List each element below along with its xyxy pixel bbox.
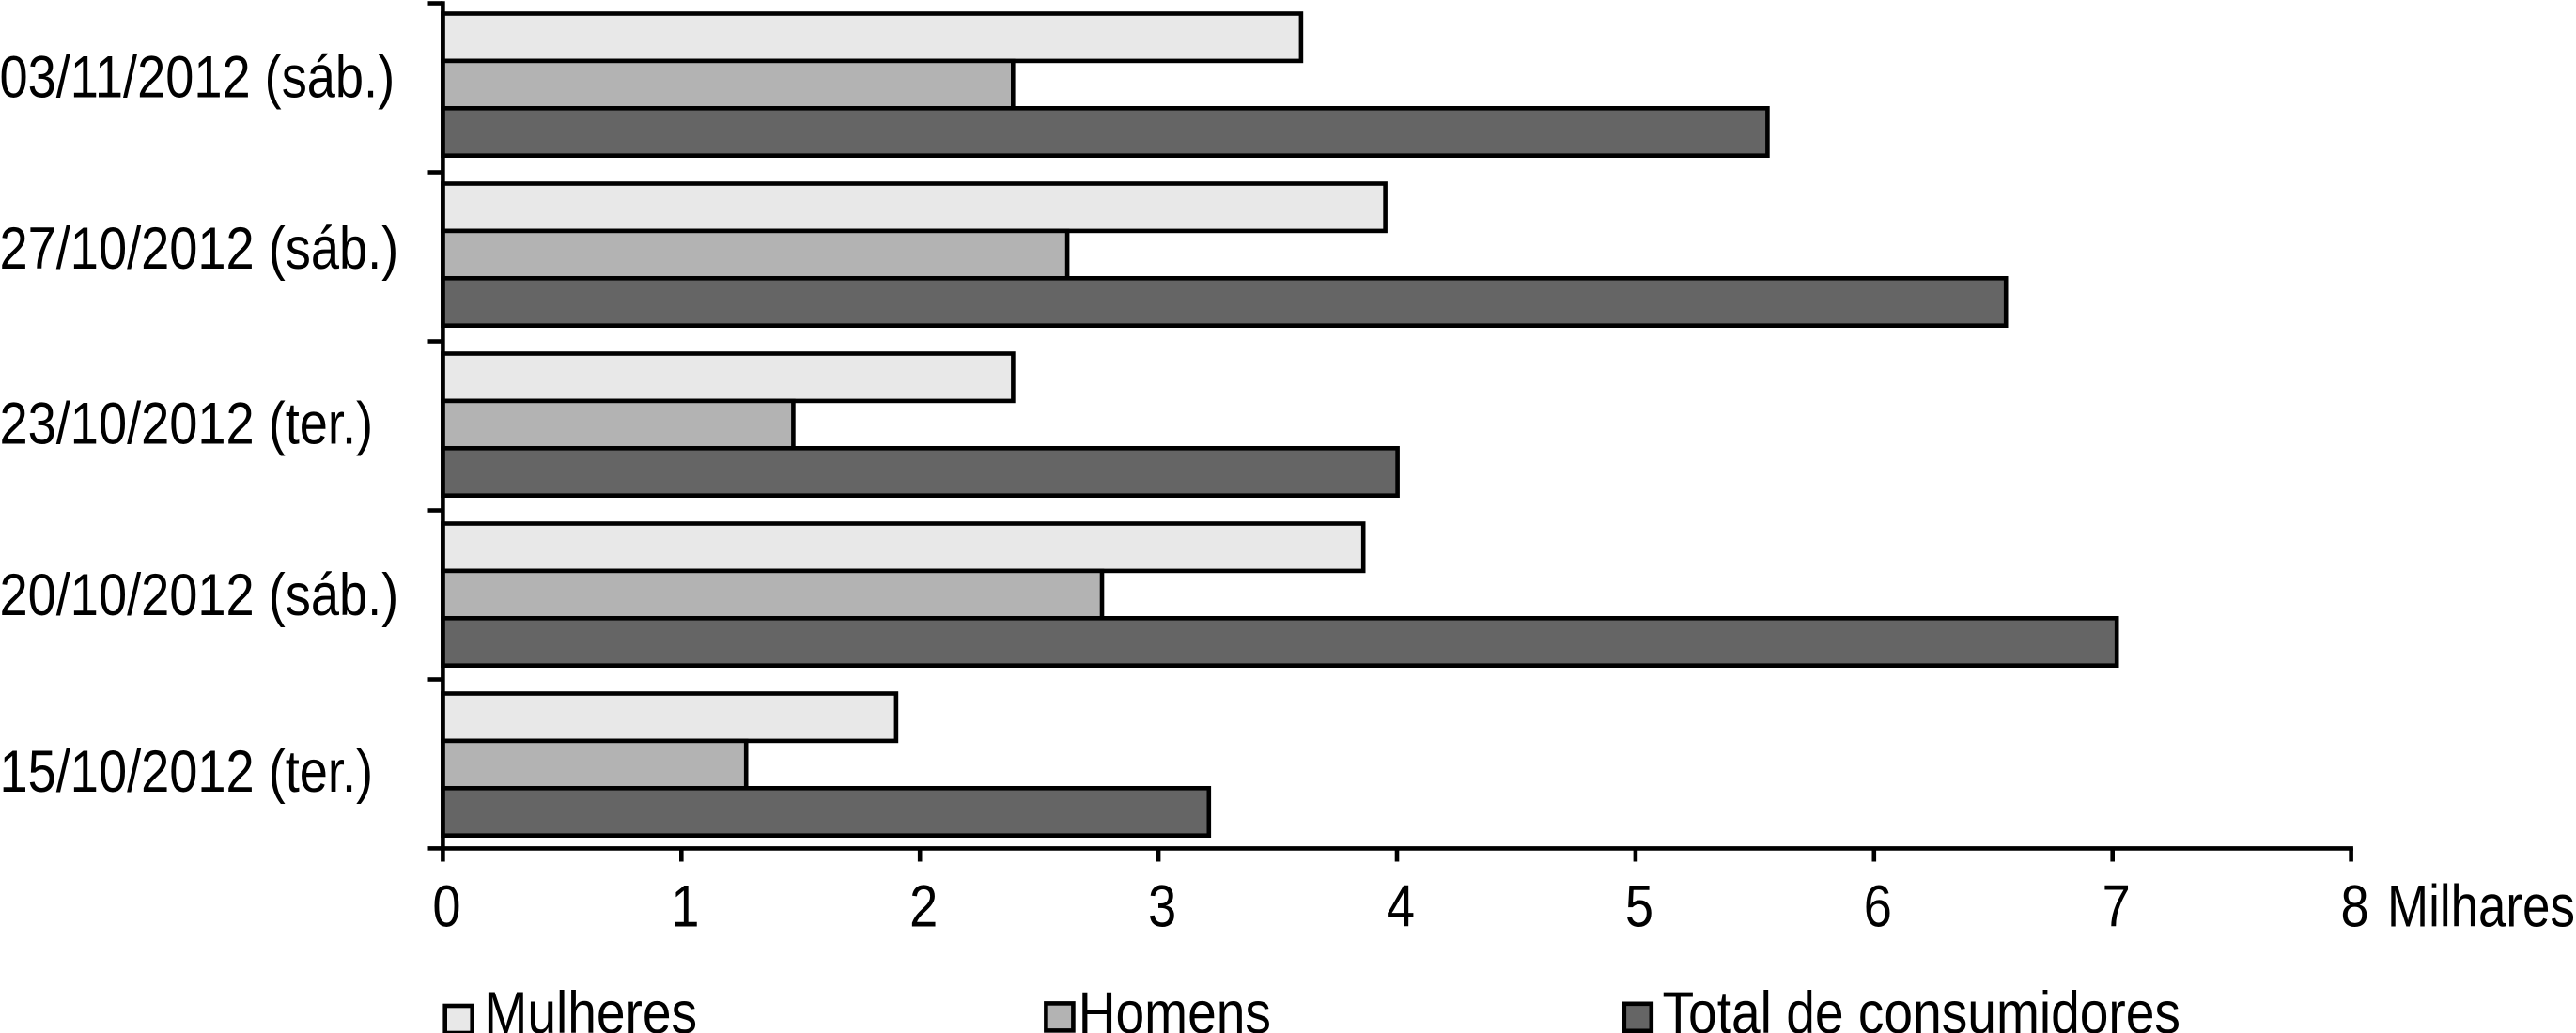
svg-text:7: 7 [2103, 874, 2131, 940]
svg-text:23/10/2012 (ter.): 23/10/2012 (ter.) [0, 392, 373, 457]
svg-text:27/10/2012 (sáb.): 27/10/2012 (sáb.) [0, 216, 398, 282]
svg-text:0: 0 [432, 874, 460, 940]
svg-text:Milhares: Milhares [2387, 873, 2575, 939]
svg-text:Total de consumidores: Total de consumidores [1663, 979, 2180, 1033]
svg-text:3: 3 [1148, 874, 1176, 940]
svg-text:Mulheres: Mulheres [484, 979, 697, 1033]
svg-text:6: 6 [1864, 874, 1892, 940]
svg-text:Homens: Homens [1079, 979, 1271, 1033]
svg-text:4: 4 [1387, 874, 1415, 940]
svg-text:2: 2 [909, 874, 938, 940]
svg-text:20/10/2012 (sáb.): 20/10/2012 (sáb.) [0, 563, 398, 628]
svg-text:15/10/2012 (ter.): 15/10/2012 (ter.) [0, 739, 373, 805]
svg-text:1: 1 [671, 874, 699, 940]
svg-text:5: 5 [1625, 874, 1653, 940]
svg-text:03/11/2012 (sáb.): 03/11/2012 (sáb.) [0, 45, 395, 111]
svg-text:8: 8 [2341, 874, 2369, 940]
